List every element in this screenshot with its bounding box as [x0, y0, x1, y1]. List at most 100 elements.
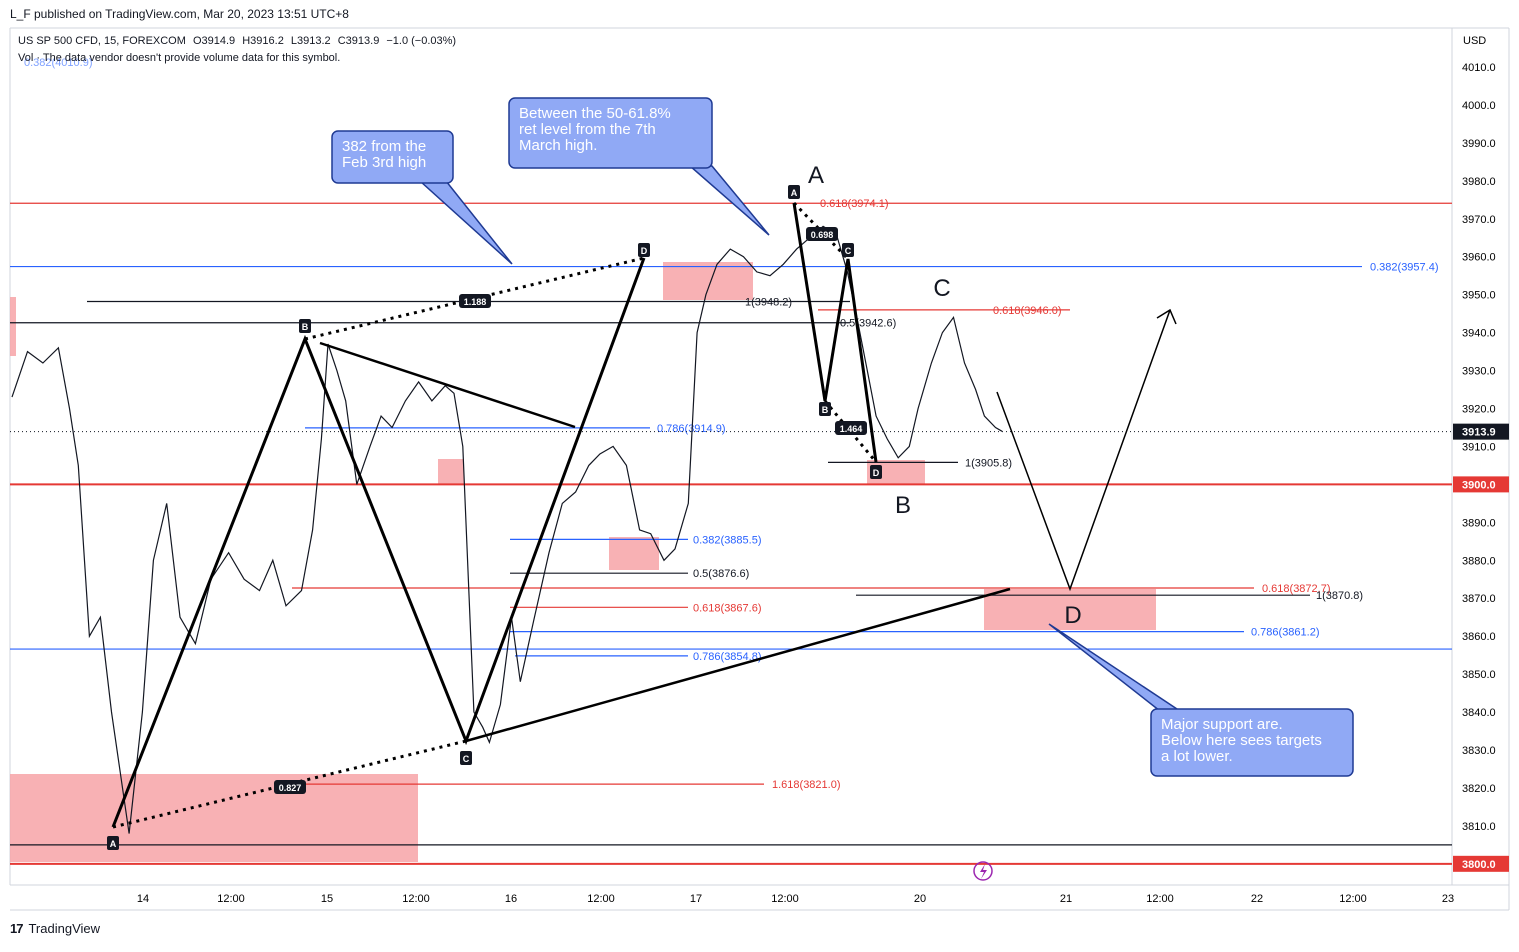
y-tick-13: 3870.0 [1462, 593, 1496, 605]
lightning-bolt-icon [980, 864, 987, 879]
callout-feb3rd-box [331, 130, 454, 184]
pattern1-point-3-box [638, 243, 650, 257]
pattern1-point-2-box [460, 751, 472, 765]
x-tick-4: 16 [505, 893, 517, 905]
wave-label-c: C [933, 275, 950, 302]
level-label-11: 1(3870.8) [1316, 590, 1363, 602]
x-tick-13: 23 [1442, 893, 1454, 905]
pattern2-point-3-box [870, 465, 882, 479]
level-label-4: 0.618(3946.0) [993, 305, 1062, 317]
level-label-2: 1(3948.2) [745, 296, 792, 308]
pattern2-point-1: B [822, 405, 829, 415]
tradingview-logo-icon: 17 [10, 921, 24, 936]
callout-50-618-text: Between the 50-61.8% ret level from the 7… [519, 105, 671, 154]
y-tick-0: 4010.0 [1462, 62, 1496, 74]
symbol-line: US SP 500 CFD, 15, FOREXCOM O3914.9 H391… [18, 35, 460, 47]
zone-box-6 [10, 297, 16, 356]
y-tick-18: 3820.0 [1462, 783, 1496, 795]
change-value: −1.0 (−0.03%) [386, 35, 457, 47]
last-price-badge-box [1453, 423, 1509, 440]
callout-feb3rd-text: 382 from the Feb 3rd high [342, 138, 426, 171]
x-tick-12: 12:00 [1339, 893, 1367, 905]
callout-major-support-line-1: Below here sees targets [1161, 732, 1322, 749]
pattern2-point-0: A [791, 188, 798, 198]
tradingview-footer[interactable]: 17 TradingView [10, 921, 100, 936]
pattern2-bd-dotted [823, 400, 878, 463]
faded-level-label: 0.382(4010.9) [24, 57, 93, 69]
pattern2-point-2-box [842, 243, 854, 257]
y-tick-10: 3910.0 [1462, 441, 1496, 453]
volume-note: Vol · The data vendor doesn't provide vo… [18, 52, 341, 64]
projection-arrowhead-icon [1156, 308, 1177, 325]
last-price-badge: 3913.9 [1462, 427, 1496, 439]
zone-box-1 [663, 262, 753, 300]
pattern2-point-2: C [845, 246, 852, 256]
callout-major-support-tail [1048, 623, 1183, 712]
pattern2-ac-dotted [792, 201, 850, 261]
callout-50-618-box [508, 97, 713, 169]
pattern1-point-3: D [641, 246, 648, 256]
callout-major-support-box [1150, 708, 1354, 777]
callout-major-support-text: Major support are. Below here sees target… [1161, 716, 1322, 765]
lightning-icon [973, 861, 993, 881]
close-value: C3913.9 [337, 35, 380, 47]
pattern1-point-2: C [463, 754, 470, 764]
callout-feb3rd-tail [418, 180, 513, 265]
y-tick-5: 3960.0 [1462, 252, 1496, 264]
y-tick-9: 3920.0 [1462, 403, 1496, 415]
pattern2-ratio-ac: 0.698 [811, 230, 834, 240]
callout-50-618: Between the 50-61.8% ret level from the 7… [508, 97, 770, 236]
x-tick-8: 20 [914, 893, 926, 905]
x-tick-3: 12:00 [402, 893, 430, 905]
level-label-0: 0.618(3974.1) [820, 198, 889, 210]
high-value: H3916.2 [242, 35, 284, 47]
callout-major-support: Major support are. Below here sees target… [1048, 623, 1354, 777]
open-value: O3914.9 [192, 35, 236, 47]
callout-50-618-line-1: ret level from the 7th [519, 121, 656, 138]
y-tick-7: 3940.0 [1462, 328, 1496, 340]
zone-box-3 [609, 537, 659, 570]
level-label-8: 0.382(3885.5) [693, 534, 762, 546]
trendline-lower [465, 587, 1011, 743]
pattern2-ratio-bd-box [835, 421, 867, 435]
callout-major-support-line-0: Major support are. [1161, 716, 1283, 733]
y-tick-16: 3840.0 [1462, 707, 1496, 719]
x-tick-0: 14 [137, 893, 149, 905]
x-tick-9: 21 [1060, 893, 1072, 905]
level-label-15: 0.786(3854.8) [693, 651, 762, 663]
y-tick-3: 3980.0 [1462, 176, 1496, 188]
symbol-name[interactable]: US SP 500 CFD, 15, FOREXCOM [18, 35, 186, 47]
price-badge-0: 3900.0 [1462, 479, 1496, 491]
level-label-5: 0.786(3914.9) [657, 423, 726, 435]
callout-major-support-line-2: a lot lower. [1161, 748, 1233, 765]
x-tick-7: 12:00 [771, 893, 799, 905]
y-tick-12: 3880.0 [1462, 555, 1496, 567]
x-tick-5: 12:00 [587, 893, 615, 905]
level-label-16: 1.618(3821.0) [772, 779, 841, 791]
pattern1-ratio-bd-box [459, 294, 491, 308]
level-label-12: 0.618(3867.6) [693, 602, 762, 614]
x-tick-1: 12:00 [217, 893, 245, 905]
pattern2-point-1-box [819, 402, 831, 416]
trendline-upper [319, 341, 576, 429]
level-label-13: 0.786(3861.2) [1251, 627, 1320, 639]
y-tick-8: 3930.0 [1462, 366, 1496, 378]
pattern1-point-1: B [302, 322, 309, 332]
level-label-1: 0.382(3957.4) [1370, 262, 1439, 274]
zone-box-0 [10, 774, 418, 862]
callout-feb3rd-line-0: 382 from the [342, 138, 426, 155]
pattern2-ratio-bd: 1.464 [840, 424, 863, 434]
callout-50-618-line-2: March high. [519, 137, 597, 154]
projection-path [996, 309, 1171, 592]
level-label-9: 0.5(3876.6) [693, 568, 749, 580]
x-tick-6: 17 [690, 893, 702, 905]
published-line: L_F published on TradingView.com, Mar 20… [10, 7, 349, 21]
price-line [11, 225, 1003, 834]
wave-label-d: D [1064, 602, 1081, 629]
x-tick-11: 22 [1251, 893, 1263, 905]
y-tick-14: 3860.0 [1462, 631, 1496, 643]
price-badge-1: 3800.0 [1462, 859, 1496, 871]
footer-brand: TradingView [28, 921, 101, 936]
